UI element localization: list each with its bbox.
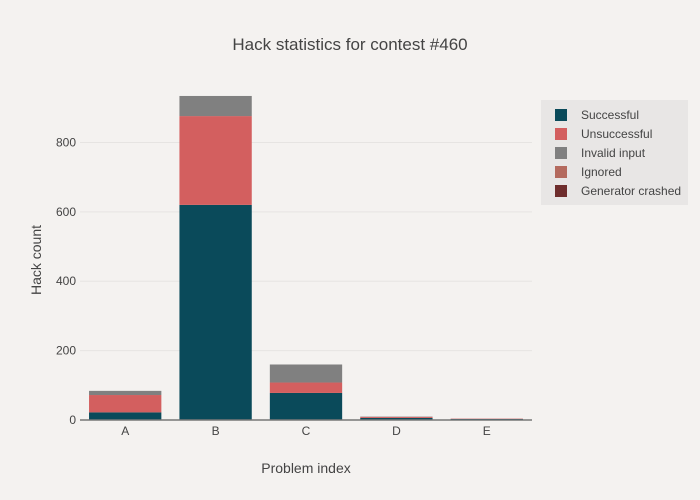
y-axis-title: Hack count [28,225,44,295]
bar-successful-c[interactable] [269,392,343,420]
bar-unsuccessful-a[interactable] [89,395,162,413]
x-tick-label: D [392,424,401,438]
y-tick-label: 600 [56,205,76,219]
x-tick-label: B [212,424,220,438]
legend-label[interactable]: Invalid input [581,146,646,160]
bar-invalid-input-a[interactable] [89,390,162,396]
legend-swatch[interactable] [555,147,567,159]
x-tick-label: A [121,424,129,438]
legend-swatch[interactable] [555,185,567,197]
bar-invalid-input-c[interactable] [269,364,343,383]
y-tick-label: 0 [69,413,76,427]
legend-label[interactable]: Generator crashed [581,184,681,198]
y-tick-label: 800 [56,135,76,149]
chart-title: Hack statistics for contest #460 [232,35,467,54]
bar-unsuccessful-b[interactable] [179,116,252,205]
bar-successful-d[interactable] [360,417,433,420]
bar-unsuccessful-c[interactable] [269,382,343,393]
y-tick-label: 200 [56,344,76,358]
legend-label[interactable]: Unsuccessful [581,127,652,141]
bars-layer [89,95,523,420]
axes-layer: 0 200 400 600 800 A B C D E [56,135,532,438]
bar-invalid-input-b[interactable] [179,95,252,117]
legend-swatch[interactable] [555,166,567,178]
bar-successful-a[interactable] [89,412,162,420]
legend[interactable]: Successful Unsuccessful Invalid input Ignor… [541,100,688,205]
bar-successful-b[interactable] [179,204,252,420]
legend-label[interactable]: Successful [581,108,639,122]
bar-unsuccessful-d[interactable] [360,416,433,418]
y-tick-label: 400 [56,274,76,288]
x-axis-title: Problem index [261,460,351,476]
legend-swatch[interactable] [555,128,567,140]
legend-swatch[interactable] [555,109,567,121]
x-tick-label: C [302,424,311,438]
x-tick-label: E [483,424,491,438]
legend-label[interactable]: Ignored [581,165,622,179]
grid-layer [80,141,532,352]
